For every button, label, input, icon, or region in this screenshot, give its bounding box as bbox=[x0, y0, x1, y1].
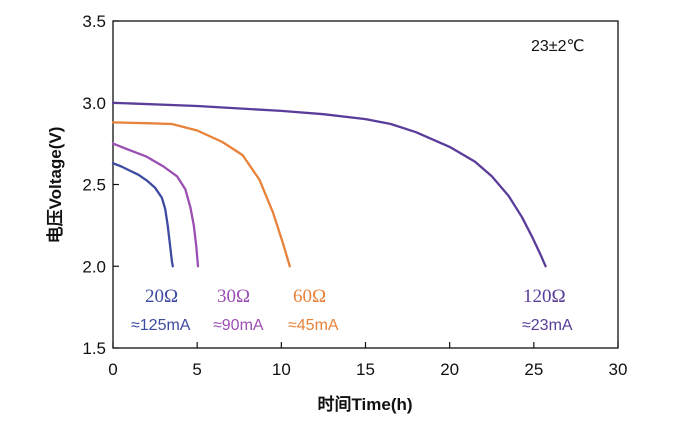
x-tick-label: 30 bbox=[609, 360, 628, 379]
series-120-ohm-label: 120Ω bbox=[523, 286, 566, 307]
x-axis-title: 时间Time(h) bbox=[317, 394, 412, 414]
y-tick-label: 3.5 bbox=[82, 12, 106, 31]
series-line-120-ohm bbox=[111, 101, 547, 268]
x-tick-label: 20 bbox=[440, 360, 459, 379]
x-tick-label: 5 bbox=[192, 360, 201, 379]
axis-ticks: 0 5 10 15 20 25 30 1.5 2.0 2.5 3.0 3.5 bbox=[82, 12, 627, 379]
series-line-20-ohm bbox=[111, 162, 174, 268]
series-30-ohm-label: 30Ω bbox=[217, 286, 250, 307]
series-20-ohm-current: ≈125mA bbox=[131, 317, 191, 334]
series-60-ohm-label: 60Ω bbox=[293, 286, 326, 307]
y-axis-title: 电压Voltage(V) bbox=[45, 127, 65, 244]
y-tick-label: 2.0 bbox=[82, 257, 106, 276]
temperature-label: 23±2℃ bbox=[531, 38, 584, 55]
series-lines bbox=[111, 101, 547, 268]
series-30-ohm-current: ≈90mA bbox=[213, 317, 264, 334]
series-line-60-ohm bbox=[111, 121, 291, 268]
y-tick-label: 2.5 bbox=[82, 176, 106, 195]
series-line-30-ohm bbox=[111, 142, 200, 268]
series-120-ohm-current: ≈23mA bbox=[522, 317, 573, 334]
y-tick-label: 3.0 bbox=[82, 94, 106, 113]
series-20-ohm-label: 20Ω bbox=[145, 286, 178, 307]
x-tick-label: 10 bbox=[272, 360, 291, 379]
series-60-ohm-current: ≈45mA bbox=[288, 317, 339, 334]
x-tick-label: 25 bbox=[524, 360, 543, 379]
x-tick-label: 15 bbox=[356, 360, 375, 379]
x-tick-label: 0 bbox=[108, 360, 117, 379]
y-tick-label: 1.5 bbox=[82, 339, 106, 358]
